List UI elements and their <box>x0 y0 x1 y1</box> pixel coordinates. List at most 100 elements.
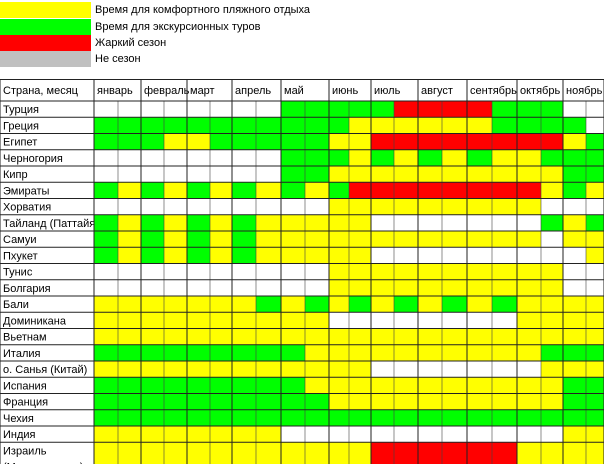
season-cell <box>141 198 164 215</box>
season-cell <box>586 117 604 134</box>
season-cell <box>517 198 541 215</box>
season-cell <box>329 344 349 361</box>
legend-swatch <box>0 35 91 51</box>
season-cell <box>563 279 586 296</box>
season-cell <box>281 133 305 150</box>
season-cell <box>394 442 418 464</box>
season-cell <box>563 247 586 264</box>
season-cell <box>349 214 371 231</box>
season-cell <box>281 377 305 394</box>
season-cell <box>118 101 141 118</box>
season-cell <box>329 279 349 296</box>
header-corner: Страна, месяц <box>3 85 79 97</box>
legend-swatch <box>0 51 91 67</box>
season-cell <box>586 361 604 378</box>
season-cell <box>256 117 281 134</box>
season-cell <box>371 182 394 199</box>
season-cell <box>586 198 604 215</box>
season-cell <box>442 377 467 394</box>
season-cell <box>305 426 329 443</box>
season-cell <box>586 101 604 118</box>
country-label: Франция <box>3 397 48 409</box>
season-cell <box>232 426 256 443</box>
season-cell <box>210 247 232 264</box>
season-cell <box>305 361 329 378</box>
season-cell <box>517 377 541 394</box>
season-cell <box>349 198 371 215</box>
season-cell <box>232 377 256 394</box>
season-cell <box>164 166 187 183</box>
season-cell <box>442 361 467 378</box>
season-cell <box>305 409 329 426</box>
seasons-table[interactable]: Страна, месяц январь февраль март апрель май и… <box>0 79 604 464</box>
season-cell <box>586 328 604 345</box>
season-cell <box>541 231 563 248</box>
season-cell <box>141 101 164 118</box>
season-cell <box>118 166 141 183</box>
season-cell <box>394 133 418 150</box>
season-cell <box>164 377 187 394</box>
season-cell <box>210 182 232 199</box>
season-cell <box>394 426 418 443</box>
season-cell <box>187 101 210 118</box>
season-cell <box>164 442 187 464</box>
season-cell <box>256 231 281 248</box>
season-cell <box>563 166 586 183</box>
country-label: Доминикана <box>3 315 67 327</box>
season-cell <box>371 166 394 183</box>
season-cell <box>118 263 141 280</box>
season-cell <box>586 133 604 150</box>
country-cell <box>0 328 94 345</box>
season-cell <box>164 409 187 426</box>
season-cell <box>210 328 232 345</box>
country-label: Чехия <box>3 413 34 425</box>
season-cell <box>305 296 329 313</box>
season-cell <box>563 117 586 134</box>
season-cell <box>371 377 394 394</box>
season-cell <box>442 149 467 166</box>
season-cell <box>442 133 467 150</box>
season-cell <box>94 296 118 313</box>
season-cell <box>281 409 305 426</box>
legend-item: Жаркий сезон <box>0 35 604 51</box>
season-cell <box>94 231 118 248</box>
season-cell <box>141 296 164 313</box>
season-cell <box>94 393 118 410</box>
season-cell <box>541 442 563 464</box>
season-cell <box>563 149 586 166</box>
season-cell <box>586 344 604 361</box>
season-cell <box>517 393 541 410</box>
season-cell <box>118 247 141 264</box>
season-cell <box>492 442 517 464</box>
season-cell <box>541 296 563 313</box>
season-cell <box>586 214 604 231</box>
season-cell <box>94 182 118 199</box>
season-cell <box>349 279 371 296</box>
season-cell <box>541 312 563 329</box>
season-cell <box>442 344 467 361</box>
legend-swatch <box>0 19 91 35</box>
season-cell <box>118 426 141 443</box>
season-cell <box>371 426 394 443</box>
season-cell <box>305 279 329 296</box>
season-cell <box>164 214 187 231</box>
season-cell <box>442 279 467 296</box>
season-cell <box>418 182 442 199</box>
season-cell <box>467 166 492 183</box>
season-cell <box>394 409 418 426</box>
season-cell <box>418 247 442 264</box>
season-cell <box>281 166 305 183</box>
season-cell <box>210 296 232 313</box>
season-cell <box>541 393 563 410</box>
season-cell <box>141 393 164 410</box>
legend-item: Не сезон <box>0 51 604 67</box>
season-cell <box>210 117 232 134</box>
country-cell <box>0 247 94 264</box>
season-cell <box>394 231 418 248</box>
season-cell <box>467 312 492 329</box>
season-cell <box>187 312 210 329</box>
season-cell <box>418 393 442 410</box>
legend-label: Не сезон <box>95 53 141 65</box>
season-cell <box>349 442 371 464</box>
season-cell <box>492 377 517 394</box>
